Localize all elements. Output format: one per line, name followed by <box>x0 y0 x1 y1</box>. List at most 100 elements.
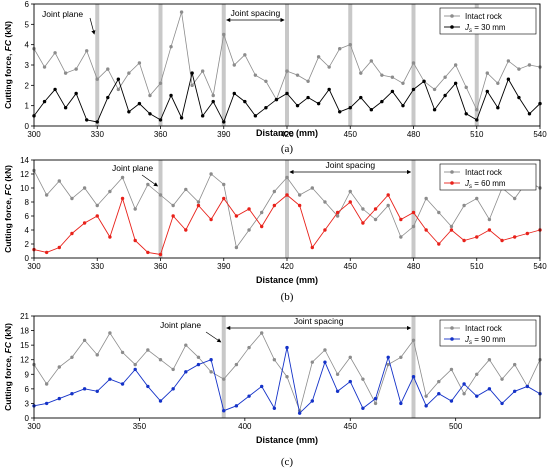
data-point <box>209 370 213 374</box>
joint-spacing-annotation: Joint spacing <box>325 160 375 170</box>
data-point <box>171 387 175 391</box>
data-point <box>63 71 68 75</box>
data-point <box>120 196 125 201</box>
data-point <box>411 87 416 92</box>
data-point <box>422 79 426 83</box>
data-point <box>327 87 331 92</box>
data-point <box>487 358 492 362</box>
data-point <box>401 81 405 86</box>
x-tick-label: 540 <box>533 262 547 271</box>
data-point <box>475 372 479 376</box>
y-tick-label: 12 <box>20 170 29 179</box>
data-point <box>335 210 340 215</box>
data-point <box>338 110 342 114</box>
y-tick-label: 12 <box>20 356 29 365</box>
y-tick-label: 3 <box>25 399 30 408</box>
data-point <box>169 45 173 49</box>
data-point <box>485 89 489 94</box>
legend-box <box>439 7 537 35</box>
y-tick-label: 6 <box>25 0 30 9</box>
data-point <box>475 108 479 112</box>
data-point <box>323 348 327 352</box>
data-point <box>82 387 87 391</box>
data-point <box>453 63 458 67</box>
data-point <box>361 207 365 211</box>
y-tick-label: 8 <box>25 198 30 207</box>
x-tick-label: 360 <box>154 130 168 139</box>
data-point <box>323 200 327 204</box>
data-point <box>310 399 314 403</box>
joint-band <box>158 160 163 258</box>
joint-spacing-annotation: Joint spacing <box>294 316 344 326</box>
data-point <box>127 110 131 114</box>
data-point <box>232 91 236 96</box>
chart-panel-2: 300 330 360 390 420 450 480 510 540 0 2 4 6 8 10 12 14 Di… <box>3 156 547 303</box>
data-point <box>196 355 201 359</box>
data-point <box>264 79 268 83</box>
data-point <box>348 42 352 47</box>
y-tick-label: 4 <box>25 41 30 50</box>
data-point <box>272 358 277 362</box>
data-point <box>285 375 289 379</box>
data-point <box>453 81 458 86</box>
y-tick-label: 0 <box>25 254 30 263</box>
data-point <box>373 401 378 406</box>
data-point <box>285 345 289 350</box>
x-tick-label: 450 <box>344 130 358 139</box>
legend-label: Js = 30 mm <box>464 23 506 34</box>
data-point <box>63 106 68 110</box>
data-point <box>264 106 268 110</box>
data-point <box>285 193 289 197</box>
data-point <box>487 228 492 232</box>
data-point <box>116 87 121 92</box>
legend-swatch-marker <box>450 337 454 341</box>
data-point <box>295 103 300 108</box>
joint-band <box>158 4 163 126</box>
data-point <box>133 367 137 372</box>
data-point <box>373 207 378 211</box>
data-point <box>517 67 521 71</box>
legend-label: Intact rock <box>465 12 503 21</box>
data-point <box>506 77 511 81</box>
x-tick-label: 330 <box>91 130 105 139</box>
data-point <box>108 377 112 381</box>
data-point <box>44 401 49 406</box>
data-point <box>53 87 57 92</box>
legend-label: Js = 60 mm <box>464 179 506 190</box>
plot-frame <box>33 315 541 419</box>
data-point <box>310 186 314 190</box>
data-point <box>310 360 314 364</box>
chart-panel-1: 300 330 360 390 420 450 480 510 540 0 1 2 3 4 5 6 Distan… <box>3 0 547 155</box>
x-tick-label: 450 <box>344 262 358 271</box>
joint-band <box>221 4 226 126</box>
joint-band <box>411 4 416 126</box>
data-point <box>527 112 532 116</box>
data-point <box>449 224 454 229</box>
data-point <box>196 362 201 367</box>
data-point <box>108 235 112 239</box>
data-point <box>82 221 87 225</box>
y-tick-label: 15 <box>20 341 29 350</box>
y-tick-label: 4 <box>25 226 30 235</box>
data-point <box>424 394 428 398</box>
data-point <box>297 411 302 415</box>
data-point <box>500 377 504 381</box>
data-point <box>146 250 150 255</box>
x-tick-label: 300 <box>27 422 41 431</box>
data-point <box>158 399 163 403</box>
data-point <box>475 235 479 239</box>
data-point <box>137 61 142 65</box>
legend-swatch-marker <box>450 326 454 330</box>
data-point <box>222 120 226 124</box>
x-tick-label: 390 <box>217 262 231 271</box>
legend-box <box>439 163 537 191</box>
data-point <box>297 193 302 197</box>
data-point <box>133 362 137 367</box>
data-point <box>348 106 352 110</box>
legend-swatch-marker <box>450 25 454 29</box>
joint-band <box>285 4 289 126</box>
data-point <box>513 235 517 239</box>
data-point <box>437 210 441 215</box>
data-point <box>386 355 390 359</box>
